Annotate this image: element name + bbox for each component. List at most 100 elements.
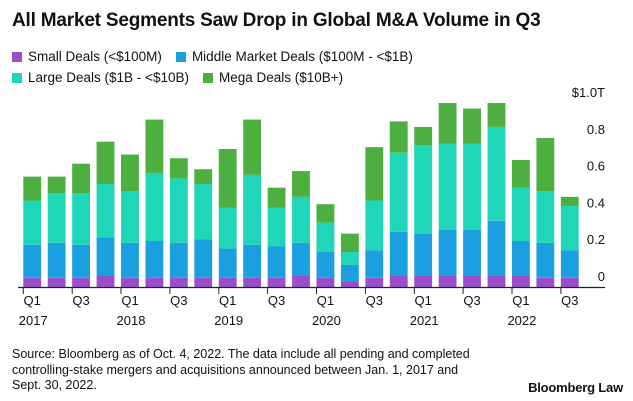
bar-segment-large — [292, 196, 310, 243]
bar-segment-mega — [96, 141, 115, 184]
x-tick-label-quarter: Q3 — [72, 293, 89, 308]
bar-segment-mega — [218, 149, 237, 208]
legend-label-middle: Middle Market Deals ($100M - <$1B) — [191, 49, 413, 64]
bar-segment-small — [121, 277, 139, 287]
x-tick-label-year: 2022 — [507, 313, 536, 328]
legend-label-small: Small Deals (<$100M) — [28, 49, 162, 64]
bar-segment-middle — [340, 264, 359, 282]
bar-segment-large — [47, 193, 66, 243]
bar-segment-mega — [145, 119, 164, 173]
legend-item-small: Small Deals (<$100M) — [12, 49, 162, 64]
bar-segment-mega — [267, 187, 286, 208]
bar-segment-middle — [23, 244, 42, 278]
bar-segment-large — [121, 191, 139, 243]
x-tick-label-quarter: Q1 — [219, 293, 236, 308]
bar-segment-large — [536, 191, 555, 243]
bar-segment-mega — [23, 176, 42, 201]
legend-swatch-middle — [175, 51, 186, 62]
bar-segment-mega — [389, 121, 408, 153]
bar-segment-middle — [536, 242, 555, 278]
bar-segment-mega — [121, 154, 139, 192]
x-tick-label-quarter: Q3 — [561, 293, 578, 308]
legend: Small Deals (<$100M) Middle Market Deals… — [12, 46, 612, 88]
bar-segment-large — [96, 183, 115, 238]
bar-segment-mega — [463, 108, 481, 144]
bar-segment-mega — [72, 163, 91, 194]
bar-segment-mega — [194, 169, 213, 184]
x-tick-label-year: 2018 — [117, 313, 146, 328]
bar-segment-mega — [316, 204, 335, 223]
legend-swatch-small — [12, 51, 22, 62]
bar-segment-large — [340, 252, 359, 265]
bar-segment-large — [267, 207, 286, 247]
bar-segment-mega — [560, 196, 579, 207]
bar-segment-mega — [47, 176, 66, 194]
y-tick-label: 0.2 — [587, 232, 605, 247]
x-tick-label-quarter: Q1 — [121, 293, 138, 308]
bar-segment-mega — [243, 119, 262, 175]
bar-segment-large — [194, 183, 213, 240]
bar-segment-large — [389, 152, 408, 232]
legend-item-middle: Middle Market Deals ($100M - <$1B) — [175, 49, 413, 64]
brand-logo: Bloomberg Law — [528, 380, 623, 395]
bar-segment-large — [487, 126, 506, 221]
bar-segment-large — [463, 143, 481, 230]
bar-segment-middle — [560, 250, 579, 278]
bar-segment-middle — [292, 242, 310, 276]
x-tick-label-quarter: Q3 — [170, 293, 187, 308]
bar-segment-mega — [438, 103, 457, 144]
bar-segment-small — [560, 277, 579, 287]
legend-swatch-mega — [202, 72, 213, 83]
bar-segment-middle — [267, 246, 286, 278]
x-tick-label-quarter: Q1 — [24, 293, 41, 308]
bar-segment-middle — [463, 229, 481, 276]
x-tick-label-quarter: Q3 — [463, 293, 480, 308]
legend-row-2: Large Deals ($1B - <$10B) Mega Deals ($1… — [12, 67, 612, 88]
legend-label-large: Large Deals ($1B - <$10B) — [28, 70, 189, 85]
bar-segment-small — [218, 277, 237, 287]
bar-segment-small — [487, 275, 506, 287]
legend-item-large: Large Deals ($1B - <$10B) — [12, 70, 189, 85]
bar-segment-small — [267, 277, 286, 287]
bar-segment-small — [340, 281, 359, 287]
bar-segment-middle — [72, 244, 91, 278]
bar-segment-mega — [536, 137, 555, 192]
bar-segment-middle — [218, 248, 237, 278]
bar-segment-middle — [243, 244, 262, 278]
bar-segment-mega — [169, 158, 188, 179]
bar-segment-mega — [414, 126, 433, 146]
bar-segment-small — [23, 277, 42, 287]
bar-segment-small — [96, 275, 115, 287]
legend-label-mega: Mega Deals ($10B+) — [218, 70, 344, 85]
bar-segment-mega — [365, 147, 384, 201]
bar-segment-large — [218, 207, 237, 249]
x-tick-label-quarter: Q3 — [268, 293, 285, 308]
bar-segment-small — [194, 277, 213, 287]
bar-segment-small — [365, 277, 384, 287]
x-tick-label-quarter: Q1 — [415, 293, 432, 308]
bar-segment-mega — [511, 160, 530, 188]
bar-segment-middle — [414, 233, 433, 276]
bar-segment-middle — [47, 242, 66, 278]
y-tick-label: 0 — [598, 269, 605, 284]
x-tick-label-year: 2021 — [410, 313, 439, 328]
bar-segment-small — [536, 277, 555, 287]
source-note: Source: Bloomberg as of Oct. 4, 2022. Th… — [12, 347, 470, 392]
chart-title: All Market Segments Saw Drop in Global M… — [12, 10, 541, 31]
y-tick-label: 0.4 — [587, 195, 605, 210]
bar-segment-middle — [145, 241, 164, 278]
bar-segment-large — [560, 206, 579, 251]
bar-segment-large — [23, 200, 42, 245]
bar-segment-middle — [96, 237, 115, 276]
bar-segment-mega — [487, 103, 506, 127]
bar-segment-small — [389, 275, 408, 287]
bar-segment-small — [169, 277, 188, 287]
x-tick-label-quarter: Q1 — [317, 293, 334, 308]
bar-segment-small — [316, 277, 335, 287]
bar-segment-middle — [438, 229, 457, 276]
bar-segment-small — [292, 275, 310, 287]
bar-segment-small — [438, 275, 457, 287]
y-tick-label: $1.0T — [572, 85, 605, 100]
x-tick-label-year: 2019 — [214, 313, 243, 328]
